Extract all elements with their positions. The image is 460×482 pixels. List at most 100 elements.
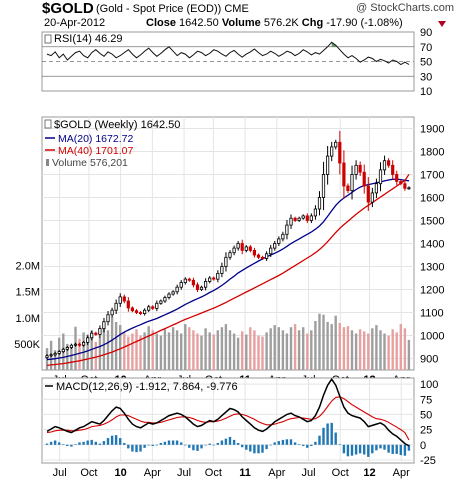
macd-histogram-bar xyxy=(167,440,171,445)
macd-histogram-bar xyxy=(318,435,321,445)
macd-histogram-bar xyxy=(139,444,142,452)
volume-bar xyxy=(297,330,301,370)
macd-histogram-bar xyxy=(281,439,285,445)
macd-x-tick-label: Jul xyxy=(301,467,315,479)
volume-bar xyxy=(354,333,358,370)
price-tick-label: 1200 xyxy=(420,285,444,297)
candle-body xyxy=(130,307,134,312)
macd-histogram-bar xyxy=(257,444,260,454)
volume-bar xyxy=(159,335,163,370)
candle-body xyxy=(220,266,224,274)
volume-bar xyxy=(261,336,264,370)
macd-histogram-bar xyxy=(391,444,394,454)
macd-histogram-bar xyxy=(196,444,199,451)
volume-bar xyxy=(265,332,268,370)
volume-bar xyxy=(350,330,354,370)
macd-histogram-bar xyxy=(216,443,219,445)
candle-body xyxy=(386,160,391,166)
volume-bar xyxy=(310,330,313,370)
volume-bar xyxy=(147,326,150,370)
volume-tick-label: 1.0M xyxy=(16,313,40,325)
chart-date: 20-Apr-2012 xyxy=(44,17,106,29)
macd-histogram-bar xyxy=(245,444,248,450)
macd-x-tick-label: Oct xyxy=(205,467,222,479)
candle-body xyxy=(378,169,383,185)
candle-body xyxy=(142,309,147,315)
candle-body xyxy=(228,252,232,258)
candle-body xyxy=(407,187,411,190)
volume-bar xyxy=(196,333,199,370)
volume-bar xyxy=(135,329,138,370)
candle-body xyxy=(65,347,69,350)
volume-bar xyxy=(363,331,366,370)
macd-panel: 100 75 50 25 0 -25 Jul Oct 10 Apr Jul Oct 11 Apr Jul Oc… xyxy=(41,377,438,479)
candle-body xyxy=(208,277,212,282)
rsi-tick-label: 90 xyxy=(420,27,432,39)
candle-body xyxy=(122,296,126,302)
macd-histogram-bar xyxy=(363,444,366,455)
candle-body xyxy=(309,215,313,221)
volume-bar xyxy=(236,337,240,370)
candle-body xyxy=(183,278,187,284)
volume-bar xyxy=(106,330,110,370)
price-legend-title: $GOLD (Weekly) 1642.50 xyxy=(54,119,180,131)
macd-histogram-bar xyxy=(159,443,163,445)
candle-body xyxy=(374,183,379,194)
macd-histogram-bar xyxy=(131,444,134,452)
volume-bar xyxy=(184,324,187,370)
candle-body xyxy=(277,238,281,244)
chart-credit: @ StockCharts.com xyxy=(356,2,454,14)
macd-histogram-bar xyxy=(180,442,183,445)
volume-bar xyxy=(383,333,386,370)
macd-histogram-bar xyxy=(86,440,89,445)
macd-histogram-bar xyxy=(184,444,187,446)
volume-bar xyxy=(358,329,362,370)
volume-bar xyxy=(391,329,394,370)
candle-body xyxy=(94,332,98,335)
volume-bar xyxy=(249,327,252,370)
macd-tick-label: 75 xyxy=(420,394,432,406)
volume-bar xyxy=(277,327,280,370)
macd-histogram-bar xyxy=(102,441,106,445)
candle-body xyxy=(301,215,305,219)
macd-histogram-bar xyxy=(212,444,215,446)
macd-histogram-bar xyxy=(90,439,93,445)
candle-body xyxy=(264,253,269,259)
macd-histogram-bar xyxy=(192,444,195,451)
candle-body xyxy=(159,300,163,304)
volume-bar xyxy=(293,324,297,370)
volume-bar xyxy=(131,333,134,370)
volume-bar xyxy=(151,330,154,370)
candle-body xyxy=(73,343,78,346)
legend-swatch xyxy=(44,119,52,129)
volume-bar xyxy=(232,333,236,370)
candle-body xyxy=(370,192,374,203)
macd-histogram-bar xyxy=(188,444,191,448)
candle-body xyxy=(187,278,191,281)
macd-histogram-bar xyxy=(78,442,81,445)
volume-bar xyxy=(110,316,114,370)
candle-body xyxy=(334,141,338,148)
macd-histogram-bar xyxy=(66,444,69,446)
macd-histogram-bar xyxy=(232,439,236,445)
macd-histogram-bar xyxy=(171,440,175,445)
volume-tick-label: 500K xyxy=(14,339,40,351)
price-legend-volume: Volume 576,201 xyxy=(52,157,128,169)
candle-body xyxy=(138,312,143,315)
macd-histogram-bar xyxy=(53,440,57,445)
price-tick-label: 1500 xyxy=(420,216,444,228)
volume-bar xyxy=(342,327,346,370)
macd-histogram-bar xyxy=(387,444,390,453)
volume-bar xyxy=(119,325,122,370)
candle-body xyxy=(338,141,342,164)
volume-bar xyxy=(123,332,126,370)
volume-bar xyxy=(143,332,146,370)
macd-histogram-bar xyxy=(306,444,309,448)
macd-histogram-bar xyxy=(285,439,289,445)
volume-bar xyxy=(167,332,171,370)
volume-bar xyxy=(395,332,398,370)
macd-histogram-bar xyxy=(119,438,122,445)
ma40-line xyxy=(46,173,410,367)
